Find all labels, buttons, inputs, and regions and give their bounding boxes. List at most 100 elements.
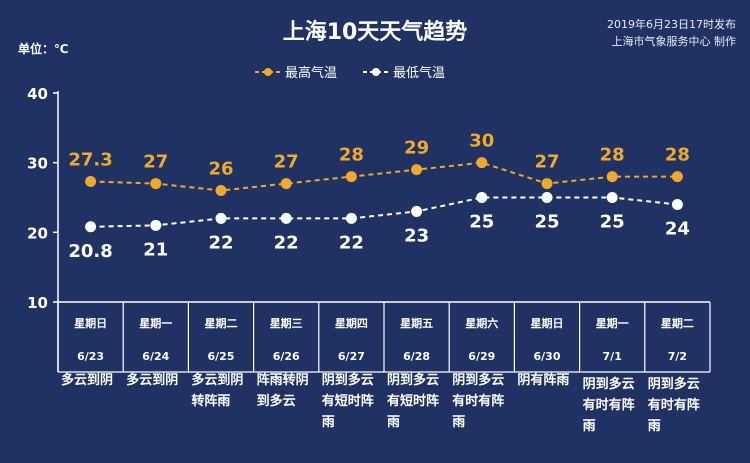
high-temp-point <box>150 178 162 190</box>
high-temp-label: 26 <box>208 159 233 180</box>
date-label: 6/26 <box>273 350 300 363</box>
weather-label-line: 雨 <box>648 419 661 434</box>
weather-label-line: 多云到阴 <box>61 372 113 388</box>
high-temp-point <box>85 175 97 187</box>
y-tick-label: 20 <box>27 224 48 242</box>
weekday-label: 星期六 <box>465 316 498 330</box>
weather-label-line: 有短时阵 <box>387 393 439 409</box>
legend-high-label: 最高气温 <box>285 66 338 81</box>
weather-label: 阴到多云有时有阵雨 <box>452 372 504 430</box>
legend-high-swatch <box>255 67 281 76</box>
weather-label: 阴到多云有时有阵雨 <box>648 376 700 434</box>
weekday-label: 星期日 <box>531 316 564 330</box>
weekday-label: 星期一 <box>139 316 172 330</box>
low-temp-label: 22 <box>274 232 299 253</box>
low-temp-point <box>215 212 227 224</box>
high-temp-point <box>215 185 227 197</box>
weather-label: 阴到多云有短时阵雨 <box>387 372 439 430</box>
date-label: 6/30 <box>534 350 561 363</box>
high-temp-line <box>90 161 678 192</box>
weather-label-line: 雨 <box>452 415 465 430</box>
weather-label-line: 阴有阵雨 <box>517 372 569 388</box>
high-temp-label: 30 <box>469 131 494 152</box>
weather-label-line: 雨 <box>387 415 400 430</box>
publish-time: 2019年6月23日17时发布 <box>607 18 736 31</box>
high-temp-point <box>345 171 357 183</box>
weekday-label: 星期五 <box>400 316 433 330</box>
weather-label-line: 阵雨转阴 <box>257 372 309 388</box>
high-temp-label: 28 <box>339 145 364 166</box>
low-temp-point <box>280 212 292 224</box>
weather-label-line: 阴到多云 <box>583 376 635 392</box>
low-temp-point <box>411 205 423 217</box>
high-temp-label: 27.3 <box>68 149 112 170</box>
weather-label-line: 雨 <box>583 419 596 434</box>
weekday-label: 星期四 <box>335 316 368 330</box>
weekday-label: 星期二 <box>205 316 238 330</box>
low-temp-label: 22 <box>208 232 233 253</box>
weather-label-line: 有短时阵 <box>322 393 374 409</box>
low-temp-point <box>85 221 97 233</box>
y-tick-label: 10 <box>27 294 48 312</box>
weekday-label: 星期日 <box>74 316 107 330</box>
weekday-label: 星期二 <box>661 316 694 330</box>
legend-low-swatch <box>363 67 390 76</box>
high-temp-point <box>671 171 683 183</box>
low-temp-label: 23 <box>404 225 429 246</box>
high-temp-label: 27 <box>534 152 559 173</box>
date-label: 6/27 <box>338 350 365 363</box>
low-temp-label: 25 <box>534 212 559 233</box>
weather-label-line: 有时有阵 <box>583 397 635 413</box>
low-temp-point <box>150 219 162 231</box>
legend-item-high: 最高气温 <box>255 62 337 81</box>
low-temp-label: 24 <box>665 218 690 239</box>
weather-label-line: 阴到多云 <box>452 372 504 388</box>
chart-title: 上海10天天气趋势 <box>282 20 468 45</box>
low-temp-line <box>90 196 678 228</box>
weather-label: 多云到阴 <box>126 372 178 388</box>
date-label: 6/24 <box>142 350 169 363</box>
high-temp-label: 28 <box>600 145 625 166</box>
weather-label-line: 阴到多云 <box>387 372 439 388</box>
weather-label-line: 多云到阴 <box>126 372 178 388</box>
date-label: 7/1 <box>603 350 622 363</box>
low-temp-point <box>345 212 357 224</box>
date-label: 6/25 <box>208 350 235 363</box>
weather-label-line: 转阵雨 <box>191 393 230 409</box>
low-temp-label: 25 <box>469 212 494 233</box>
weather-label-line: 多云到阴 <box>191 372 243 388</box>
date-label: 6/23 <box>77 350 104 363</box>
legend-low-label: 最低气温 <box>393 66 446 81</box>
high-temp-point <box>280 178 292 190</box>
low-temp-label: 22 <box>339 232 364 253</box>
weekday-label: 星期一 <box>596 316 629 330</box>
weather-label-line: 雨 <box>322 415 335 430</box>
weather-label-line: 有时有阵 <box>648 397 700 413</box>
y-tick-label: 40 <box>27 85 48 103</box>
legend-item-low: 最低气温 <box>363 62 445 81</box>
y-tick-label: 30 <box>27 155 48 173</box>
low-temp-label: 21 <box>143 239 168 260</box>
low-temp-point <box>606 192 618 203</box>
weather-label: 阴到多云有时有阵雨 <box>583 376 635 434</box>
weather-label: 阵雨转阴到多云 <box>257 372 309 409</box>
date-label: 6/28 <box>403 350 430 363</box>
date-label: 6/29 <box>468 350 495 363</box>
high-temp-point <box>541 178 553 190</box>
weekday-label: 星期三 <box>270 316 303 330</box>
legend: 最高气温 最低气温 <box>255 62 445 81</box>
low-temp-point <box>541 192 553 203</box>
low-temp-point <box>671 198 683 210</box>
high-temp-label: 28 <box>665 145 690 166</box>
high-temp-point <box>411 164 423 176</box>
weather-label: 阴到多云有短时阵雨 <box>322 372 374 430</box>
high-temp-label: 29 <box>404 138 429 159</box>
weather-label: 多云到阴 <box>61 372 113 388</box>
high-temp-label: 27 <box>274 152 299 173</box>
weather-label-line: 阴到多云 <box>648 376 700 392</box>
weather-label-line: 到多云 <box>257 393 296 409</box>
publish-info: 2019年6月23日17时发布 上海市气象服务中心 制作 <box>607 16 736 50</box>
high-temp-point <box>606 171 618 183</box>
date-label: 7/2 <box>668 350 687 363</box>
